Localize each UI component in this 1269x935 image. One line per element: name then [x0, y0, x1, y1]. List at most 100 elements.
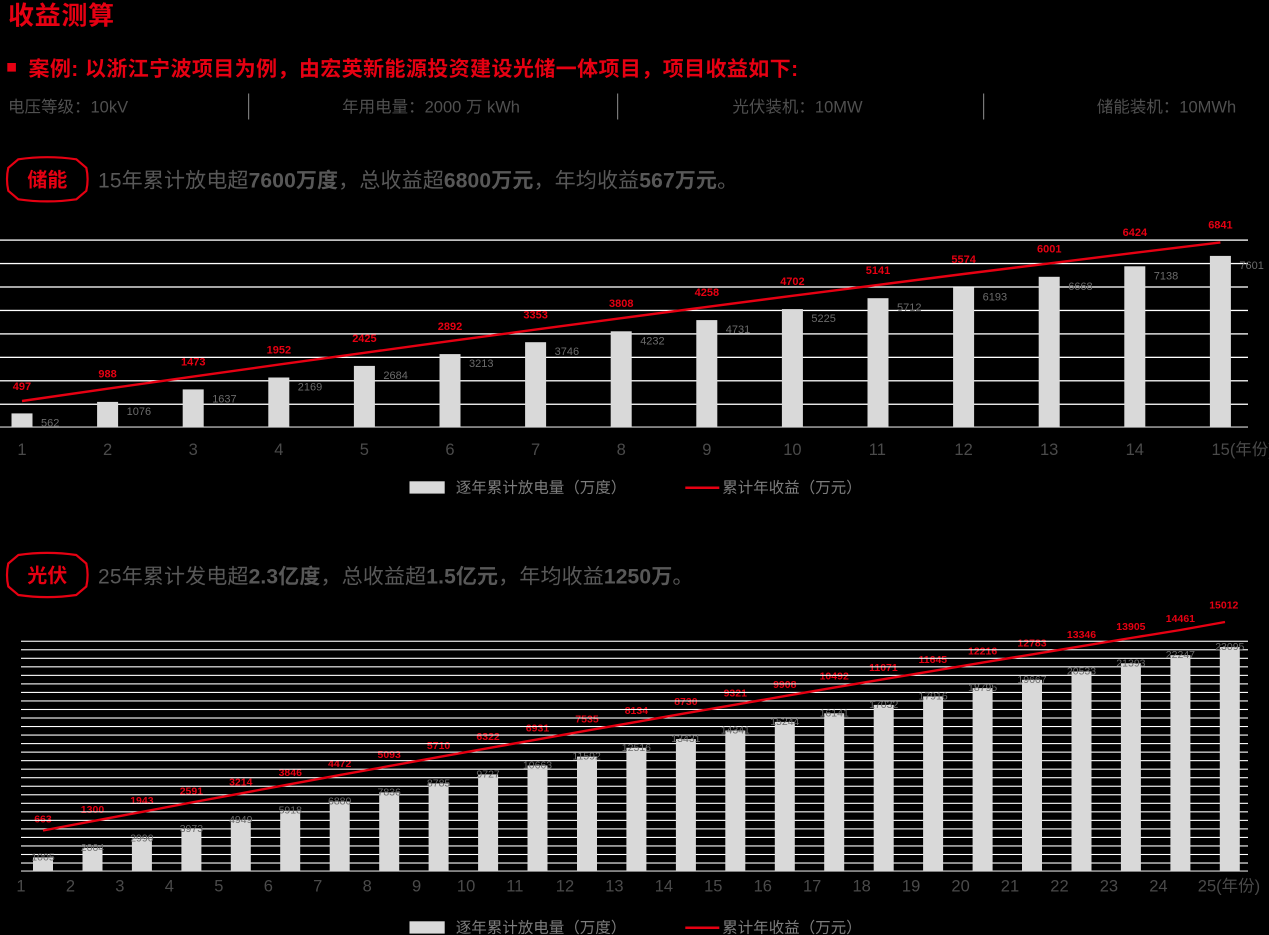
- svg-text:3846: 3846: [279, 767, 303, 779]
- svg-text:4472: 4472: [328, 758, 352, 770]
- svg-text:19667: 19667: [1017, 674, 1046, 686]
- svg-text:10MW: 10MW: [815, 99, 863, 117]
- svg-text:4949: 4949: [229, 814, 253, 826]
- svg-text:4702: 4702: [780, 276, 804, 288]
- svg-text:11: 11: [869, 441, 886, 459]
- svg-text:14: 14: [1126, 441, 1144, 459]
- svg-text:5141: 5141: [866, 265, 890, 277]
- svg-text:5: 5: [360, 441, 369, 459]
- svg-text:18795: 18795: [968, 682, 997, 694]
- svg-text:15: 15: [704, 878, 722, 896]
- svg-text:15244: 15244: [770, 716, 799, 728]
- svg-text:19: 19: [902, 878, 920, 896]
- svg-text:16: 16: [754, 878, 772, 896]
- svg-text:13431: 13431: [671, 733, 700, 745]
- svg-text:5574: 5574: [951, 254, 976, 266]
- svg-text:8: 8: [617, 441, 626, 459]
- svg-text:988: 988: [98, 369, 116, 381]
- svg-text:2169: 2169: [298, 382, 322, 394]
- svg-text:10: 10: [457, 878, 475, 896]
- svg-text:22247: 22247: [1166, 649, 1195, 661]
- svg-text:9727: 9727: [476, 768, 500, 780]
- svg-text:25(: 25(: [1198, 878, 1222, 896]
- svg-text:22: 22: [1050, 878, 1068, 896]
- svg-text:7: 7: [531, 441, 540, 459]
- svg-text:9908: 9908: [773, 679, 797, 691]
- svg-text:2: 2: [103, 441, 112, 459]
- svg-text:6668: 6668: [1068, 281, 1092, 293]
- svg-text:10663: 10663: [523, 760, 552, 772]
- svg-text:1300: 1300: [81, 804, 105, 816]
- svg-text:6001: 6001: [1037, 243, 1061, 255]
- svg-text:2004: 2004: [81, 842, 105, 854]
- svg-text:1: 1: [17, 441, 26, 459]
- svg-text:1952: 1952: [267, 345, 291, 357]
- svg-text:10MWh: 10MWh: [1179, 99, 1236, 117]
- svg-text:13905: 13905: [1116, 621, 1145, 633]
- svg-text:5: 5: [214, 878, 223, 896]
- svg-text:6322: 6322: [476, 731, 500, 743]
- svg-text:1: 1: [16, 878, 25, 896]
- svg-text:9: 9: [702, 441, 711, 459]
- svg-text:7601: 7601: [1239, 260, 1263, 272]
- svg-text:5918: 5918: [279, 805, 303, 817]
- svg-text:2591: 2591: [180, 786, 204, 798]
- svg-text:5225: 5225: [811, 313, 835, 325]
- svg-text:8134: 8134: [625, 705, 649, 717]
- svg-text:1473: 1473: [181, 357, 205, 369]
- svg-text:kWh: kWh: [482, 99, 520, 117]
- svg-text:6880: 6880: [328, 796, 352, 808]
- svg-text:6193: 6193: [983, 291, 1007, 303]
- svg-text:4232: 4232: [640, 335, 664, 347]
- svg-text:6: 6: [264, 878, 273, 896]
- svg-text:15(: 15(: [1212, 441, 1236, 459]
- svg-text:663: 663: [34, 814, 52, 826]
- svg-text:1.5: 1.5: [426, 566, 456, 589]
- svg-text:12: 12: [954, 441, 972, 459]
- svg-text:4731: 4731: [726, 324, 750, 336]
- svg-text:497: 497: [13, 381, 31, 393]
- svg-text:7138: 7138: [1154, 270, 1178, 282]
- svg-text:2.3: 2.3: [249, 566, 279, 589]
- svg-text:562: 562: [41, 417, 59, 429]
- svg-text:1076: 1076: [127, 406, 151, 418]
- svg-text:12216: 12216: [968, 646, 997, 658]
- svg-text:6931: 6931: [526, 722, 550, 734]
- svg-text:17: 17: [803, 878, 821, 896]
- svg-text:12: 12: [556, 878, 574, 896]
- svg-text:14341: 14341: [721, 725, 750, 737]
- svg-text:6: 6: [445, 441, 454, 459]
- svg-text:12516: 12516: [622, 742, 651, 754]
- svg-text:12783: 12783: [1017, 637, 1046, 649]
- svg-text:15012: 15012: [1209, 600, 1238, 612]
- svg-text:4: 4: [165, 878, 174, 896]
- svg-text:2892: 2892: [438, 321, 462, 333]
- svg-text:8: 8: [363, 878, 372, 896]
- svg-text:3: 3: [189, 441, 198, 459]
- svg-text:11071: 11071: [869, 662, 898, 674]
- svg-text:5710: 5710: [427, 740, 451, 752]
- svg-text:3808: 3808: [609, 298, 633, 310]
- svg-text:9321: 9321: [724, 688, 748, 700]
- svg-text:10492: 10492: [820, 671, 849, 683]
- svg-text:4: 4: [274, 441, 283, 459]
- svg-text:3353: 3353: [523, 310, 547, 322]
- svg-text:17032: 17032: [869, 699, 898, 711]
- svg-text:6424: 6424: [1123, 227, 1148, 239]
- svg-text:11645: 11645: [919, 654, 948, 666]
- svg-text:567: 567: [639, 170, 675, 193]
- svg-text:10kV: 10kV: [91, 99, 129, 117]
- svg-text:23095: 23095: [1215, 641, 1244, 653]
- svg-text:3973: 3973: [180, 823, 204, 835]
- svg-text:1250: 1250: [604, 566, 651, 589]
- svg-text:3746: 3746: [555, 346, 579, 358]
- svg-text:3: 3: [115, 878, 124, 896]
- svg-text::: :: [791, 58, 798, 81]
- svg-text:6841: 6841: [1208, 219, 1232, 231]
- svg-text::: :: [71, 58, 85, 81]
- svg-text:24: 24: [1149, 878, 1167, 896]
- svg-text:3213: 3213: [469, 358, 493, 370]
- svg-text:2684: 2684: [383, 370, 407, 382]
- svg-text:4258: 4258: [695, 287, 719, 299]
- svg-text:9: 9: [412, 878, 421, 896]
